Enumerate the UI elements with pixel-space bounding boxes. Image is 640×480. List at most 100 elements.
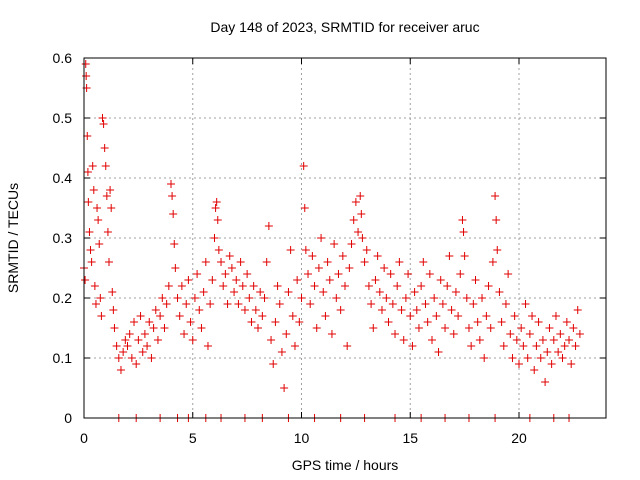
data-point	[367, 300, 376, 308]
data-point	[188, 336, 197, 344]
data-point	[151, 306, 160, 314]
data-point	[90, 282, 99, 290]
data-point	[312, 324, 321, 332]
data-point	[168, 192, 177, 200]
data-point	[269, 360, 278, 368]
data-point	[475, 336, 484, 344]
data-point	[221, 270, 230, 278]
data-point	[575, 330, 584, 338]
chart-title: Day 148 of 2023, SRMTID for receiver aru…	[210, 19, 479, 35]
data-point	[143, 342, 152, 350]
data-point	[425, 270, 434, 278]
x-tick-label: 5	[189, 430, 197, 446]
data-point	[395, 258, 404, 266]
data-point	[103, 228, 112, 236]
data-point	[208, 276, 217, 284]
data-point	[217, 258, 226, 266]
y-tick-label: 0	[64, 410, 72, 426]
tick-marks	[83, 57, 606, 419]
data-point	[230, 288, 239, 296]
data-point	[482, 312, 491, 320]
data-point	[432, 312, 441, 320]
data-point	[504, 270, 513, 278]
data-point	[83, 168, 92, 176]
data-point	[293, 276, 302, 284]
data-point	[556, 330, 565, 338]
data-point	[338, 252, 347, 260]
data-point	[380, 264, 389, 272]
data-point	[480, 354, 489, 362]
data-point	[182, 300, 191, 308]
data-point	[532, 342, 541, 350]
data-point	[545, 324, 554, 332]
data-point	[147, 354, 156, 362]
data-point	[473, 318, 482, 326]
data-point	[225, 252, 234, 260]
data-point	[280, 384, 289, 392]
data-point	[341, 282, 349, 290]
data-point	[138, 348, 147, 356]
data-point	[530, 366, 539, 374]
data-point	[362, 246, 371, 254]
data-point	[299, 162, 308, 170]
data-point	[282, 330, 291, 338]
data-point	[478, 294, 487, 302]
x-tick-label: 20	[511, 430, 527, 446]
data-point	[323, 258, 332, 266]
data-point	[375, 288, 384, 296]
plot-frame	[83, 57, 607, 419]
data-point	[236, 258, 245, 266]
data-point	[199, 288, 208, 296]
data-point	[460, 252, 469, 260]
y-tick-label: 0.5	[53, 110, 73, 126]
data-point	[438, 300, 447, 308]
data-point	[180, 330, 189, 338]
data-point	[449, 330, 458, 338]
data-point	[419, 258, 428, 266]
data-point	[567, 360, 576, 368]
data-point	[486, 324, 495, 332]
data-point	[541, 378, 550, 386]
data-point	[98, 114, 107, 122]
data-point	[519, 342, 528, 350]
data-point	[382, 294, 391, 302]
data-point	[223, 300, 232, 308]
data-point	[89, 186, 98, 194]
data-point	[91, 300, 100, 308]
data-point	[488, 258, 497, 266]
data-point	[306, 300, 315, 308]
data-point	[462, 294, 471, 302]
data-point	[510, 312, 519, 320]
data-point	[547, 360, 556, 368]
data-point	[238, 282, 247, 290]
x-tick-label: 15	[402, 430, 418, 446]
data-point	[97, 312, 106, 320]
data-point	[406, 312, 415, 320]
data-point	[554, 348, 563, 356]
data-point	[349, 216, 358, 224]
data-point	[327, 330, 336, 338]
data-point	[428, 336, 436, 344]
data-point	[343, 342, 352, 350]
data-point	[85, 228, 94, 236]
data-point	[132, 360, 141, 368]
y-axis-title: SRMTID / TECUs	[5, 183, 21, 293]
grid-lines	[84, 58, 606, 418]
x-axis-title: GPS time / hours	[292, 457, 399, 473]
data-point	[169, 210, 178, 218]
data-point	[434, 348, 443, 356]
data-point	[245, 294, 254, 302]
data-point	[96, 294, 105, 302]
y-tick-label: 0.1	[53, 350, 73, 366]
data-point	[332, 294, 341, 302]
data-point	[412, 306, 421, 314]
y-tick-label: 0.6	[53, 50, 73, 66]
data-point	[105, 258, 114, 266]
x-tick-label: 10	[294, 430, 310, 446]
data-point	[491, 192, 500, 200]
data-point	[543, 348, 552, 356]
data-point	[251, 306, 260, 314]
data-point	[156, 312, 165, 320]
